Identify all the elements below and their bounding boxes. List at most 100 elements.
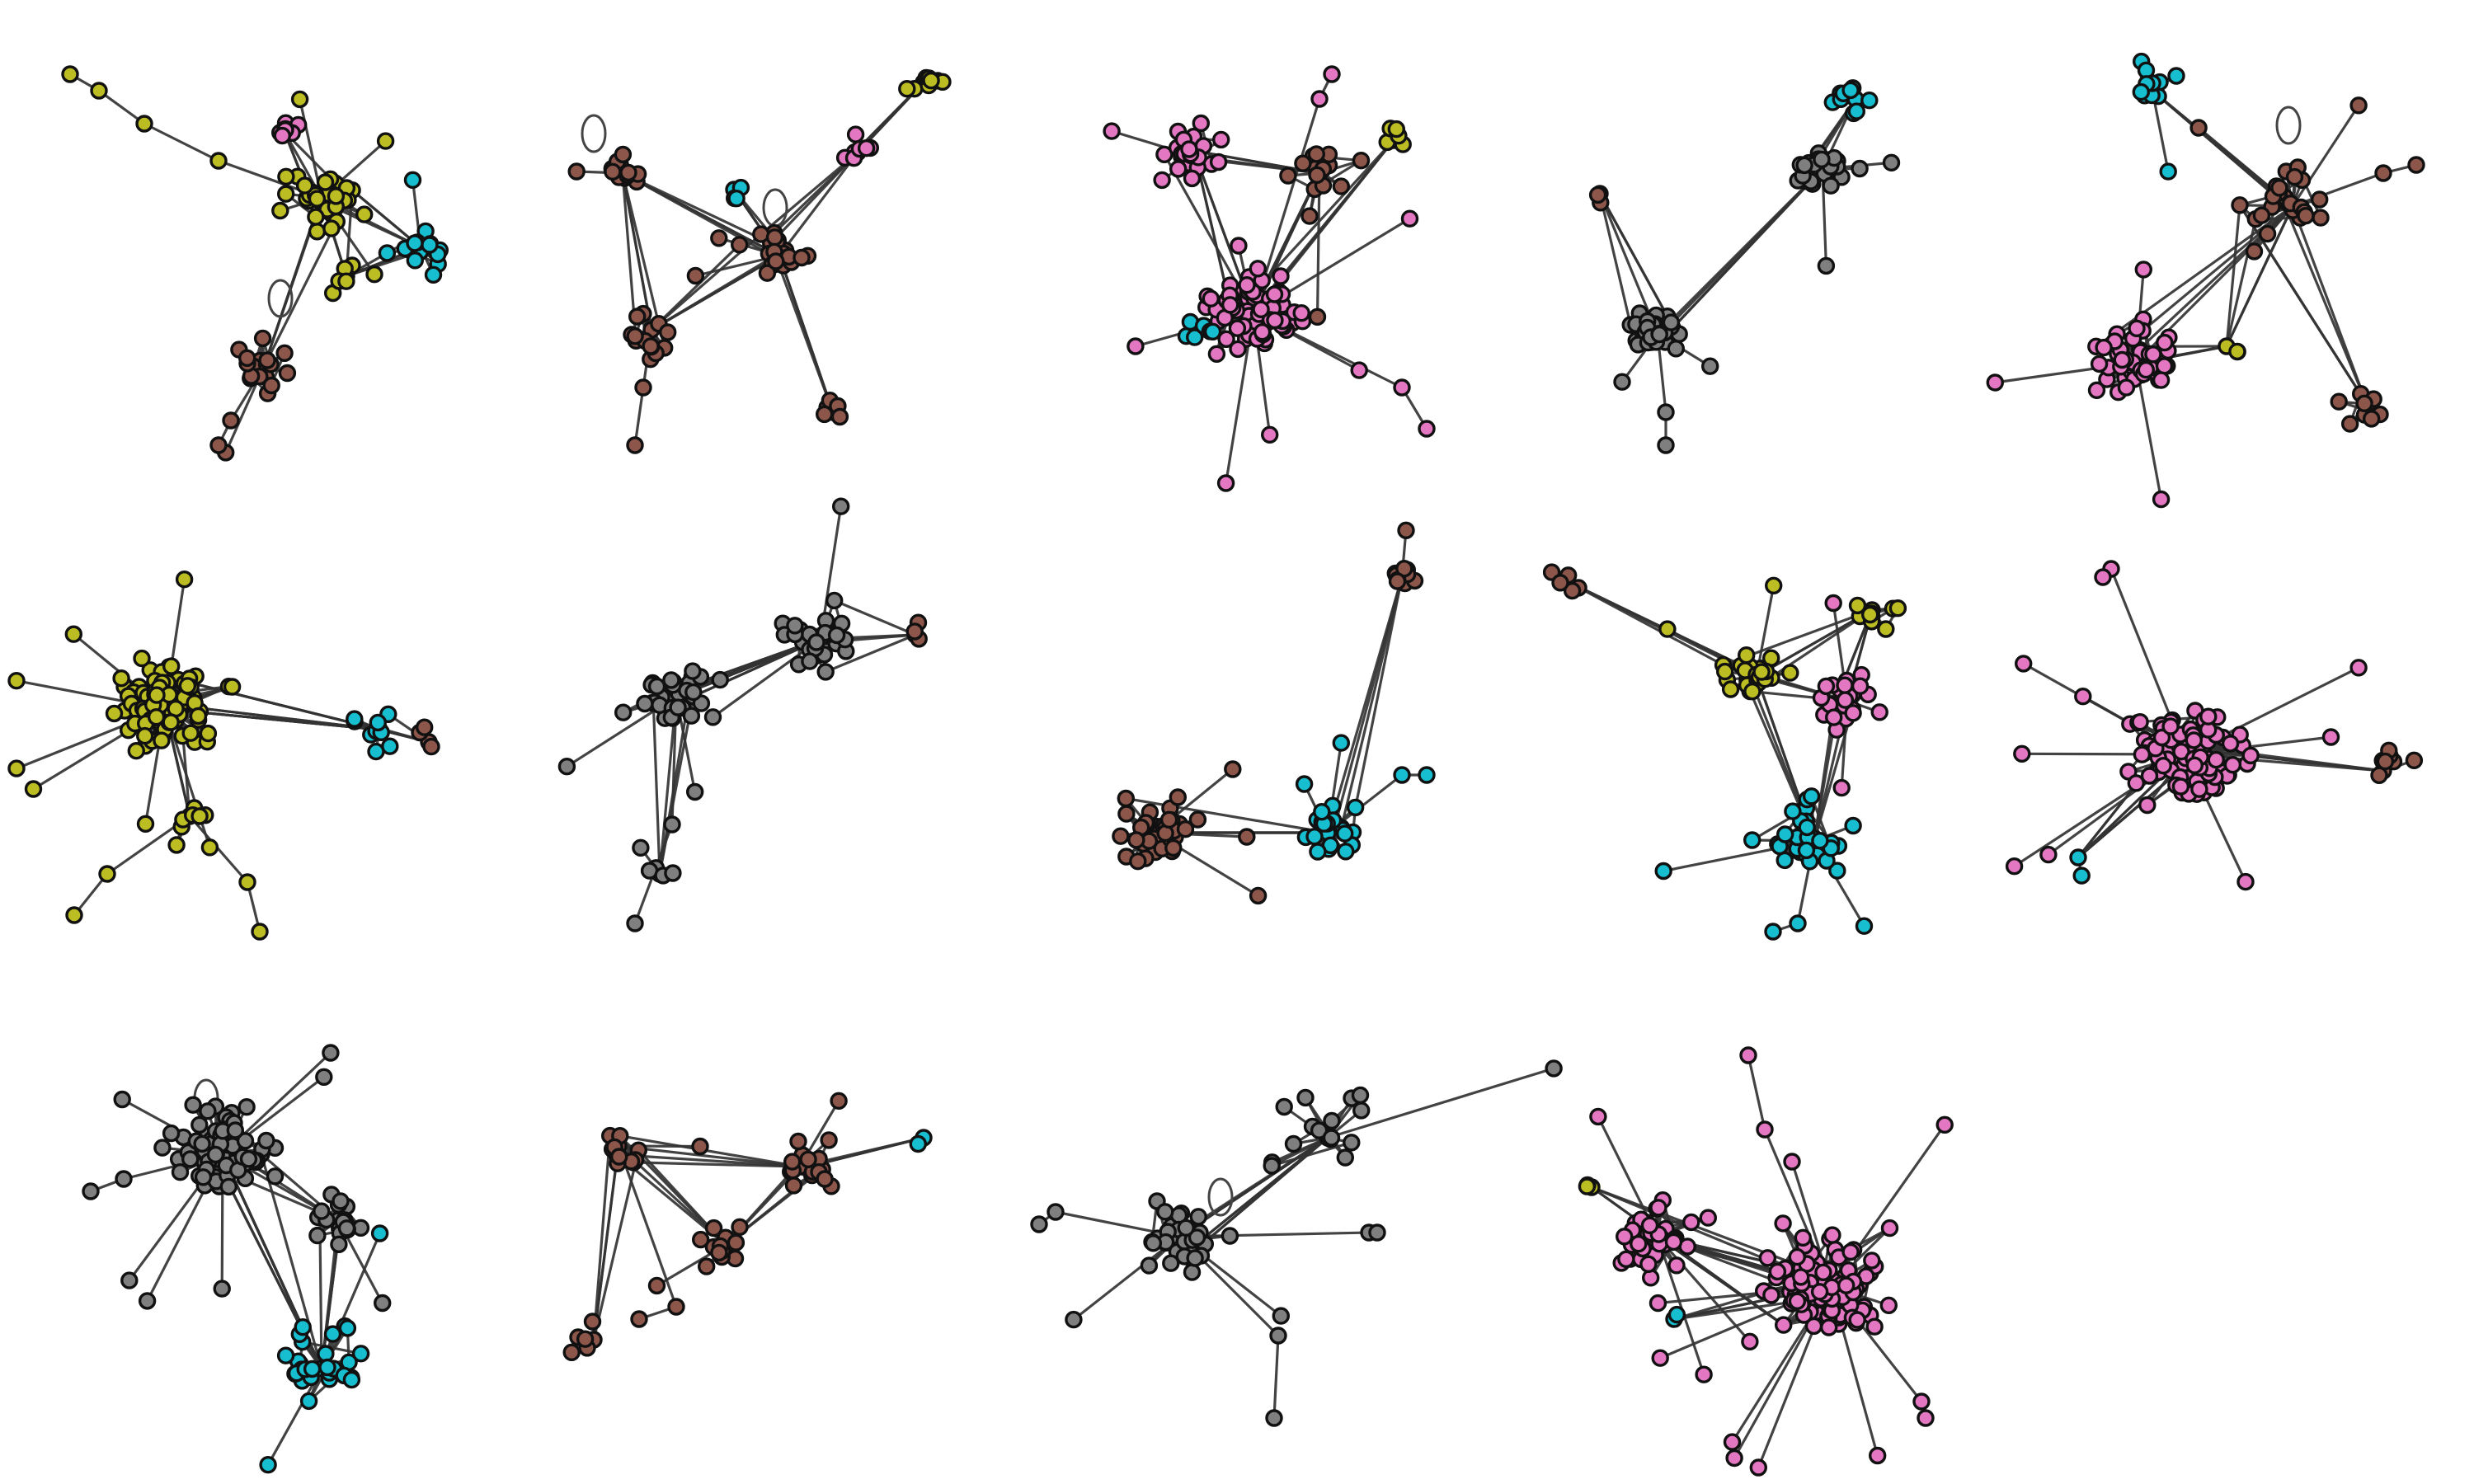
graph-node [1615, 1228, 1634, 1246]
self-loop-edge [581, 114, 607, 153]
graph-node [153, 1139, 172, 1157]
graph-node [238, 1097, 256, 1116]
graph-node [2376, 752, 2395, 771]
graph-node [2156, 333, 2174, 352]
graph-node [2231, 196, 2249, 214]
graph-node [308, 190, 327, 208]
graph-node [1743, 831, 1761, 849]
graph-node [1802, 787, 1821, 805]
graph-node [1700, 357, 1719, 375]
nodes-12 [562, 1092, 933, 1362]
graph-node [1238, 276, 1256, 294]
graph-node [1836, 691, 1855, 709]
graph-node [327, 187, 346, 205]
graph-node [7, 672, 26, 690]
graph-node [2159, 162, 2177, 181]
graph-node [1649, 1294, 1667, 1313]
graph-node [2285, 167, 2304, 186]
graph-node [200, 838, 219, 857]
graph-node [1343, 1134, 1361, 1152]
graph-node [181, 1150, 200, 1168]
graph-node [64, 625, 83, 643]
graph-node [2005, 857, 2024, 876]
graph-node [424, 265, 443, 284]
graph-node [1563, 581, 1582, 600]
edge [2277, 190, 2368, 405]
graph-node [783, 1153, 802, 1171]
graph-node [24, 780, 43, 798]
graph-node [133, 649, 151, 668]
graph-node [1824, 708, 1843, 726]
graph-node [1810, 1283, 1829, 1301]
network-panel-7 [557, 497, 928, 932]
graph-node [647, 1276, 666, 1295]
graph-node [1169, 160, 1188, 178]
network-panel-3 [1103, 65, 1436, 492]
nodes-8 [1112, 521, 1436, 905]
graph-node [686, 266, 705, 285]
graph-node [181, 724, 200, 742]
graph-node [1797, 841, 1816, 860]
graph-node [2128, 319, 2146, 337]
graph-node [1207, 345, 1226, 363]
graph-node [2241, 746, 2260, 765]
graph-node [1650, 325, 1668, 344]
graph-node [421, 236, 439, 254]
nodes-1 [61, 65, 449, 462]
graph-node [636, 694, 654, 713]
graph-node [807, 633, 825, 651]
graph-node [1788, 1292, 1807, 1311]
graph-node [189, 707, 208, 726]
graph-node [136, 815, 155, 833]
graph-node [251, 923, 269, 941]
graph-node [1294, 154, 1312, 172]
graph-node [1774, 1214, 1792, 1233]
edge [778, 152, 859, 256]
graph-node [308, 1226, 327, 1245]
edge [1813, 708, 1854, 842]
edge [1339, 576, 1404, 829]
graph-node [1844, 704, 1862, 722]
edge [1598, 193, 1632, 326]
graph-node [238, 349, 256, 367]
graph-node [1844, 816, 1862, 835]
nodes-14 [1578, 1046, 1954, 1477]
graph-node [557, 758, 576, 776]
graph-node [135, 726, 154, 745]
graph-node [1737, 646, 1756, 665]
graph-node [711, 670, 729, 689]
graph-node [686, 782, 704, 801]
graph-node [1188, 810, 1207, 829]
graph-node [1699, 1209, 1718, 1227]
graph-node [253, 329, 272, 348]
graph-node [1103, 122, 1121, 140]
graph-node [1848, 1311, 1866, 1329]
graph-node [1649, 1199, 1667, 1217]
graph-node [1400, 209, 1419, 228]
graph-node [614, 145, 633, 164]
graph-node [1819, 1318, 1838, 1336]
graph-node [236, 1132, 255, 1150]
graph-node [190, 1115, 209, 1134]
edge [182, 704, 380, 731]
graph-node [2167, 67, 2185, 85]
graph-node [162, 1124, 181, 1143]
graph-node [1658, 620, 1677, 638]
graph-node [634, 378, 652, 397]
network-panel-8 [1112, 521, 1436, 905]
graph-node [1203, 322, 1222, 340]
graph-node [767, 252, 785, 270]
graph-node [1870, 703, 1888, 721]
graph-node [2014, 655, 2033, 673]
edge [1656, 1236, 1705, 1375]
graph-node [2072, 866, 2091, 885]
graph-node [1657, 436, 1675, 454]
graph-node [318, 1358, 336, 1377]
graph-node [1788, 1247, 1807, 1266]
graph-node [1229, 340, 1247, 359]
graph-node [1758, 1249, 1777, 1267]
edge [98, 89, 145, 125]
graph-node [258, 351, 276, 369]
graph-node [148, 686, 166, 704]
graph-node [684, 683, 703, 702]
